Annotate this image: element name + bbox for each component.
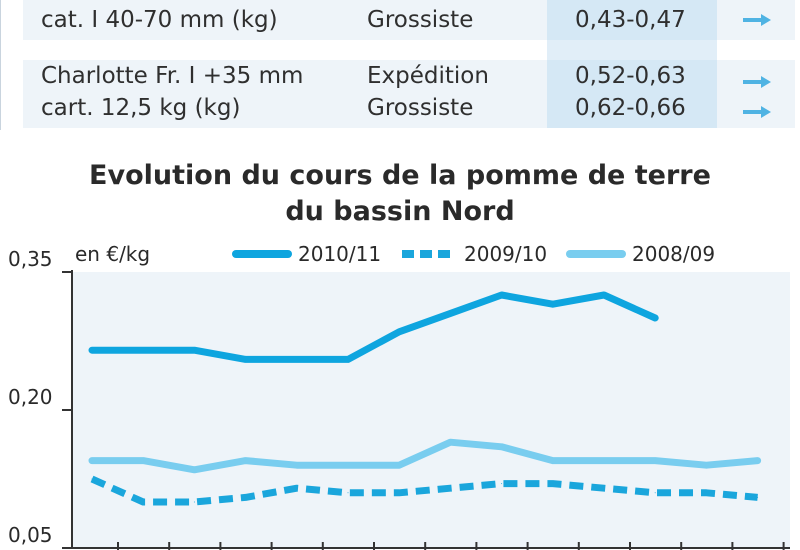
- price-column-bg: [547, 40, 717, 60]
- data-point: [398, 464, 400, 466]
- data-point: [501, 483, 503, 485]
- data-point: [603, 460, 605, 462]
- market-stage: Expédition: [367, 63, 489, 89]
- data-point: [398, 331, 400, 333]
- data-point: [91, 460, 93, 462]
- data-point: [552, 460, 554, 462]
- data-point: [449, 312, 451, 314]
- data-point: [193, 501, 195, 503]
- legend-entry-2009-10: 2009/10: [398, 240, 547, 268]
- arrow-right-icon: [743, 14, 771, 26]
- data-point: [142, 501, 144, 503]
- series-line-2010-11: [88, 291, 659, 363]
- data-point: [501, 294, 503, 296]
- data-point: [347, 464, 349, 466]
- product-label: Charlotte Fr. I +35 mm: [41, 63, 304, 89]
- data-point: [91, 478, 93, 480]
- legend-swatch-solid: [232, 250, 292, 258]
- arrow-right-icon: [743, 76, 771, 88]
- data-point: [552, 483, 554, 485]
- plot-background: [72, 272, 790, 548]
- data-point: [296, 487, 298, 489]
- legend-label: 2009/10: [464, 242, 548, 266]
- data-point: [757, 496, 759, 498]
- series-line-2008-09: [88, 438, 762, 474]
- data-point: [552, 303, 554, 305]
- data-point: [296, 464, 298, 466]
- data-point: [142, 460, 144, 462]
- price-column-bg: [547, 0, 717, 40]
- data-point: [757, 460, 759, 462]
- data-point: [654, 460, 656, 462]
- data-point: [193, 469, 195, 471]
- data-point: [501, 446, 503, 448]
- data-point: [705, 464, 707, 466]
- data-point: [449, 487, 451, 489]
- y-tick-label: 0,05: [8, 523, 53, 547]
- price-table: cat. I 40-70 mm (kg) Grossiste 0,43-0,47…: [0, 0, 800, 130]
- price-column-bg: [547, 60, 717, 128]
- data-point: [296, 358, 298, 360]
- y-tick-label: 0,20: [8, 385, 53, 409]
- data-point: [705, 492, 707, 494]
- arrow-right-icon: [743, 106, 771, 118]
- legend-entry-2008-09: 2008/09: [566, 240, 715, 268]
- price-range: 0,43-0,47: [575, 7, 686, 33]
- chart-title: Evolution du cours de la pomme de terre: [89, 160, 711, 191]
- legend-label: 2008/09: [632, 242, 716, 266]
- data-point: [398, 492, 400, 494]
- series-line-2009-10: [90, 475, 758, 506]
- product-label: cat. I 40-70 mm (kg): [41, 7, 278, 33]
- data-point: [142, 349, 144, 351]
- market-stage: Grossiste: [367, 95, 474, 121]
- legend-label: 2010/11: [298, 242, 382, 266]
- price-range: 0,62-0,66: [575, 95, 686, 121]
- y-tick-label: 0,35: [8, 247, 53, 271]
- data-point: [654, 492, 656, 494]
- data-point: [347, 358, 349, 360]
- data-point: [91, 349, 93, 351]
- data-point: [654, 317, 656, 319]
- data-point: [449, 441, 451, 443]
- legend-swatch-dashed: [402, 250, 454, 258]
- data-point: [193, 349, 195, 351]
- data-point: [245, 358, 247, 360]
- chart-subtitle: du bassin Nord: [285, 196, 515, 227]
- data-point: [245, 460, 247, 462]
- price-range: 0,52-0,63: [575, 63, 686, 89]
- legend-entry-2010-11: 2010/11: [232, 240, 381, 268]
- data-point: [245, 496, 247, 498]
- y-axis-label: en €/kg: [75, 242, 151, 266]
- data-point: [603, 294, 605, 296]
- market-stage: Grossiste: [367, 7, 474, 33]
- data-point: [347, 492, 349, 494]
- legend-swatch-light: [566, 250, 626, 258]
- product-label: cart. 12,5 kg (kg): [41, 95, 241, 121]
- data-point: [603, 487, 605, 489]
